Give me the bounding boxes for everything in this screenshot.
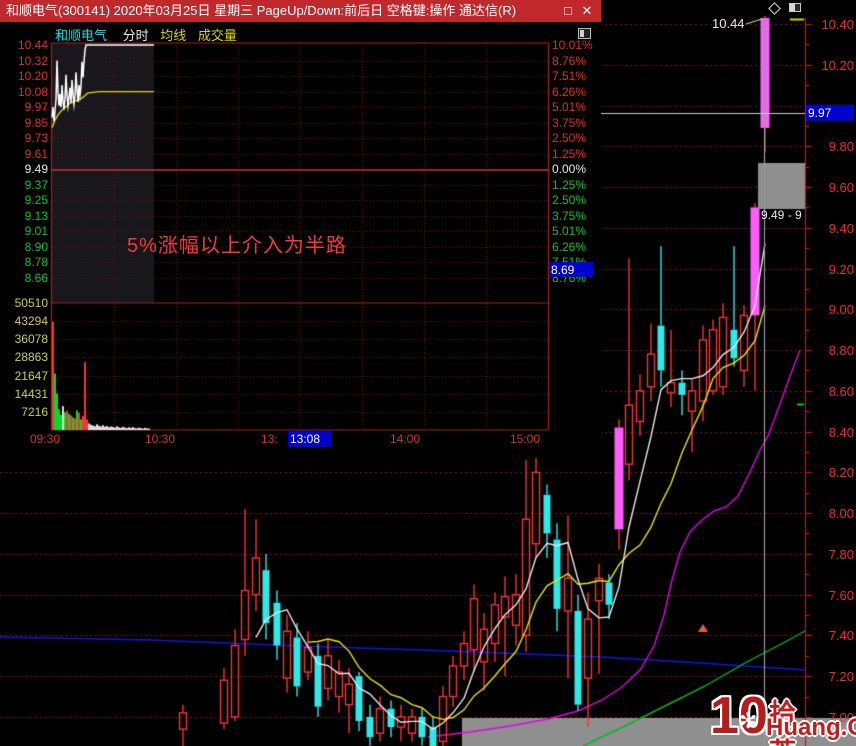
pane-split-icon-small[interactable] (578, 28, 591, 39)
intraday-time-label: 10:30 (145, 432, 176, 446)
daily-axis-label: 10.20 (821, 57, 854, 73)
intraday-price-label: 8.78 (24, 255, 48, 270)
daily-axis-label: 7.00 (828, 709, 854, 725)
daily-axis-label: 7.80 (828, 546, 854, 562)
intraday-price-label: 10.08 (17, 84, 48, 99)
daily-axis-label: 8.60 (828, 383, 854, 399)
daily-axis-label: 8.40 (828, 424, 854, 440)
intraday-price-label: 9.37 (24, 177, 48, 192)
daily-axis-label: 8.00 (828, 506, 854, 522)
pane-split-icon[interactable] (789, 3, 801, 12)
intraday-percent-label: 6.26% (552, 239, 587, 254)
daily-axis-label: 8.20 (828, 465, 854, 481)
intraday-percent-label: 6.26% (552, 84, 587, 99)
intraday-time-label: 14:00 (390, 432, 421, 446)
close-button[interactable]: ✕ (581, 3, 593, 18)
window-titlebar[interactable]: 和顺电气(300141) 2020年03月25日 星期三 PageUp/Down… (0, 0, 601, 22)
daily-axis-label: 8.80 (828, 343, 854, 359)
intraday-percent-label: 10.01% (552, 38, 593, 52)
annotation-text: 5%涨幅以上介入为半路 (127, 235, 347, 257)
intraday-price-label: 9.49 (24, 162, 48, 177)
intraday-percent-label: 3.75% (552, 208, 587, 223)
intraday-chart-canvas[interactable] (0, 22, 601, 451)
intraday-price-label: 10.32 (17, 53, 48, 68)
daily-axis-label: 9.20 (828, 261, 854, 277)
daily-axis-label: 9.60 (828, 180, 854, 196)
daily-axis-label: 9.40 (828, 220, 854, 236)
intraday-percent-label: 8.76% (552, 53, 587, 68)
window-title: 和顺电气(300141) 2020年03月25日 星期三 PageUp/Down… (6, 3, 517, 18)
intraday-percent-label: 0.00% (552, 162, 587, 177)
intraday-percent-label: 7.51% (552, 69, 587, 84)
daily-axis-label: 10.40 (821, 17, 854, 32)
maximize-button[interactable]: □ (564, 3, 572, 18)
intraday-cursor-price-badge: 8.69 (549, 262, 593, 277)
intraday-price-label: 9.85 (24, 115, 48, 130)
intraday-price-label: 9.01 (24, 224, 48, 239)
intraday-price-label: 9.25 (24, 193, 48, 208)
intraday-percent-label: 5.01% (552, 100, 587, 115)
intraday-header: 和顺电气 分时 均线 成交量 (55, 25, 245, 44)
intraday-volume-label: 50510 (14, 296, 48, 310)
intraday-volume-label: 28863 (14, 350, 48, 365)
intraday-volume-label: 21647 (14, 368, 48, 383)
intraday-price-label: 9.73 (24, 131, 48, 146)
intraday-percent-label: 3.75% (552, 115, 587, 130)
intraday-price-label: 8.90 (24, 239, 48, 254)
daily-axis-label: 9.80 (828, 139, 854, 155)
intraday-time-label: 09:30 (30, 432, 61, 446)
intraday-volume-label: 14431 (14, 386, 48, 401)
intraday-time-label: 13: (261, 432, 278, 446)
daily-axis-label: 7.20 (828, 669, 854, 685)
daily-crosshair-price-badge: 9.97 (806, 105, 854, 121)
intraday-percent-label: 1.25% (552, 146, 587, 161)
intraday-price-label: 8.66 (24, 270, 48, 285)
intraday-percent-label: 2.50% (552, 131, 587, 146)
intraday-cursor-time-badge: 13:08 (288, 431, 331, 447)
intraday-price-label: 9.97 (24, 100, 48, 115)
intraday-volume-label: 36078 (14, 332, 48, 347)
intraday-price-label: 9.13 (24, 208, 48, 223)
intraday-volume-label: 43294 (14, 314, 48, 329)
daily-range-label: 9.49 - 9 (761, 208, 802, 222)
intraday-price-label: 10.20 (17, 69, 48, 84)
intraday-price-label: 9.61 (24, 146, 48, 161)
stock-name-label[interactable]: 和顺电气 (55, 28, 108, 43)
intraday-time-label: 15:00 (510, 432, 541, 446)
intraday-popup-window: 和顺电气(300141) 2020年03月25日 星期三 PageUp/Down… (0, 0, 601, 451)
tab-junxian[interactable]: 均线 (160, 28, 187, 43)
intraday-price-label: 10.44 (17, 38, 48, 52)
tab-chengjiaoliang[interactable]: 成交量 (197, 28, 237, 43)
tab-fenshi[interactable]: 分时 (122, 28, 149, 43)
intraday-volume-label: 7216 (21, 404, 48, 419)
daily-axis-label: 7.40 (828, 628, 854, 644)
intraday-percent-label: 2.50% (552, 193, 587, 208)
daily-axis-label: 7.60 (828, 587, 854, 603)
intraday-percent-label: 1.25% (552, 177, 587, 192)
daily-axis-label: 9.00 (828, 302, 854, 318)
intraday-percent-label: 5.01% (552, 224, 587, 239)
daily-high-price-label: 10.44 (712, 16, 745, 31)
